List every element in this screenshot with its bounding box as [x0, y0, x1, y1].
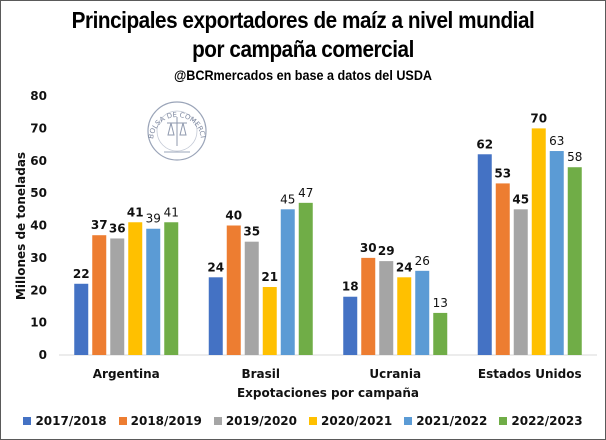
bcr-logo: BOLSA DE COMERCIO DE ROSARIO	[1, 1, 207, 161]
data-label: 63	[549, 134, 564, 148]
y-tick-label: 0	[39, 348, 47, 362]
y-tick-label: 20	[30, 283, 47, 297]
bar	[379, 261, 394, 355]
legend-item: 2018/2019	[118, 414, 202, 428]
x-tick-label: Brasil	[241, 367, 280, 381]
data-label: 39	[146, 212, 161, 226]
data-label: 70	[530, 111, 547, 125]
legend-label: 2021/2022	[416, 414, 488, 428]
y-axis: 0 10 20 30 40 50 60 70 80	[30, 89, 47, 362]
legend-swatch	[309, 417, 317, 425]
data-label: 41	[164, 205, 179, 219]
data-label: 22	[73, 267, 90, 281]
bar	[298, 202, 313, 355]
bar	[477, 154, 492, 355]
legend-item: 2017/2018	[23, 414, 107, 428]
bar	[495, 183, 510, 355]
bar	[567, 167, 582, 355]
legend-item: 2019/2020	[213, 414, 297, 428]
bar	[110, 238, 125, 355]
data-label: 29	[378, 244, 395, 258]
data-label: 30	[360, 241, 377, 255]
bar	[146, 228, 161, 355]
data-label: 21	[261, 270, 278, 284]
data-label: 47	[298, 186, 313, 200]
legend-swatch	[118, 417, 127, 425]
y-tick-label: 30	[30, 251, 47, 265]
bar	[433, 312, 448, 355]
legend-swatch	[404, 417, 413, 425]
legend-item: 2020/2021	[309, 414, 392, 428]
data-label: 40	[225, 209, 242, 223]
data-label: 26	[415, 254, 430, 268]
bar	[92, 235, 107, 355]
chart-title-line2: por campaña comercial	[192, 36, 414, 62]
data-label: 45	[512, 192, 529, 206]
svg-text:BOLSA DE COMERCIO DE ROSARIO: BOLSA DE COMERCIO DE ROSARIO	[1, 1, 207, 139]
data-label: 37	[91, 218, 108, 232]
data-label: 24	[396, 260, 413, 274]
bar	[74, 283, 89, 355]
y-tick-label: 10	[30, 316, 47, 330]
y-tick-label: 40	[30, 219, 47, 233]
x-tick-label: Ucrania	[369, 367, 421, 381]
bar	[361, 257, 376, 355]
bar	[531, 128, 546, 355]
legend: 2017/2018 2018/2019 2019/2020 2020/2021 2021…	[1, 414, 605, 428]
data-label: 18	[342, 280, 359, 294]
data-label: 58	[567, 150, 582, 164]
bar	[226, 225, 241, 355]
y-axis-title: Millones de toneladas	[14, 152, 28, 300]
legend-label: 2017/2018	[35, 414, 107, 428]
bar	[415, 270, 430, 355]
y-tick-label: 50	[30, 186, 47, 200]
legend-label: 2018/2019	[130, 414, 202, 428]
bar	[397, 277, 412, 355]
data-label: 36	[109, 221, 126, 235]
logo-text: BOLSA DE COMERCIO DE ROSARIO	[1, 1, 207, 139]
data-label: 41	[127, 205, 144, 219]
bar	[513, 209, 528, 355]
bar	[343, 296, 358, 355]
x-tick-label: Estados Unidos	[478, 367, 582, 381]
legend-swatch	[499, 417, 508, 425]
y-tick-label: 70	[30, 121, 47, 135]
bar	[164, 222, 179, 355]
legend-swatch	[213, 417, 222, 425]
legend-label: 2019/2020	[225, 414, 297, 428]
legend-label: 2022/2023	[511, 414, 583, 428]
data-label: 62	[476, 137, 493, 151]
bar	[244, 241, 259, 355]
chart-subtitle: @BCRmercados en base a datos del USDA	[173, 67, 433, 83]
data-label: 53	[494, 166, 511, 180]
legend-label: 2020/2021	[321, 414, 393, 428]
bar	[549, 151, 564, 355]
data-label: 35	[243, 225, 260, 239]
y-tick-label: 80	[30, 89, 47, 103]
bar	[262, 287, 277, 355]
legend-item: 2021/2022	[404, 414, 487, 428]
legend-item: 2022/2023	[499, 414, 583, 428]
x-axis: Argentina Brasil Ucrania Estados Unidos	[93, 367, 582, 381]
bar	[208, 277, 223, 355]
bar	[280, 209, 295, 355]
x-tick-label: Argentina	[93, 367, 160, 381]
data-label: 13	[433, 296, 448, 310]
bar	[128, 222, 143, 355]
data-label: 45	[280, 192, 295, 206]
bars	[74, 128, 582, 355]
x-axis-title: Expotaciones por campaña	[237, 386, 419, 400]
chart-title: Principales exportadores de maíz a nivel…	[71, 7, 535, 33]
legend-swatch	[23, 417, 32, 425]
data-label: 24	[207, 260, 224, 274]
y-tick-label: 60	[30, 154, 47, 168]
